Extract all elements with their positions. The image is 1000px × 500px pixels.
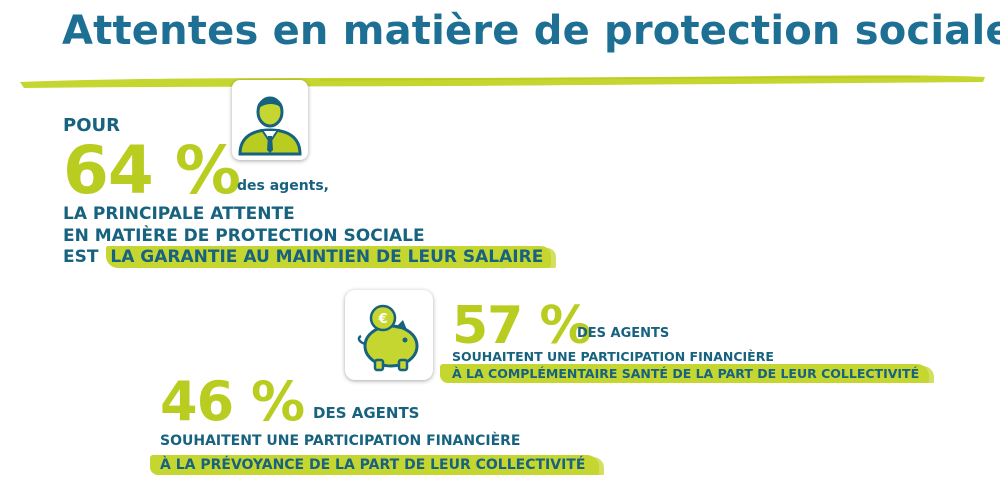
person-in-suit-icon [238, 96, 302, 156]
stat1-line3-highlight: LA GARANTIE AU MAINTIEN DE LEUR SALAIRE [106, 246, 552, 268]
stat1-value: 64 % [63, 132, 241, 209]
stat1-line3: EST LA GARANTIE AU MAINTIEN DE LEUR SALA… [63, 246, 552, 268]
stat2-line1: SOUHAITENT UNE PARTICIPATION FINANCIÈRE [452, 349, 774, 364]
stat3-unit: DES AGENTS [313, 404, 420, 422]
agent-icon-badge [232, 80, 308, 160]
stat2-value: 57 % [452, 296, 592, 356]
stat1-line3-start: EST [63, 247, 99, 267]
stat1-line1: LA PRINCIPALE ATTENTE [63, 204, 295, 224]
stat3-line1: SOUHAITENT UNE PARTICIPATION FINANCIÈRE [160, 433, 521, 449]
stat3-value: 46 % [160, 370, 305, 433]
stat2-line2-highlight: À LA COMPLÉMENTAIRE SANTÉ DE LA PART DE … [440, 364, 930, 383]
page-title: Attentes en matière de protection social… [62, 8, 1000, 54]
title-underline-brush [20, 75, 985, 88]
svg-text:€: € [377, 312, 387, 327]
stat1-prefix: POUR [63, 115, 120, 136]
stat3-line2-highlight: À LA PRÉVOYANCE DE LA PART DE LEUR COLLE… [150, 455, 600, 475]
piggy-icon-badge: € [345, 290, 433, 380]
piggy-bank-euro-icon: € [357, 304, 419, 372]
stat2-unit: DES AGENTS [577, 326, 670, 341]
stat1-line2: EN MATIÈRE DE PROTECTION SOCIALE [63, 226, 425, 246]
stat1-unit: des agents, [237, 178, 329, 194]
